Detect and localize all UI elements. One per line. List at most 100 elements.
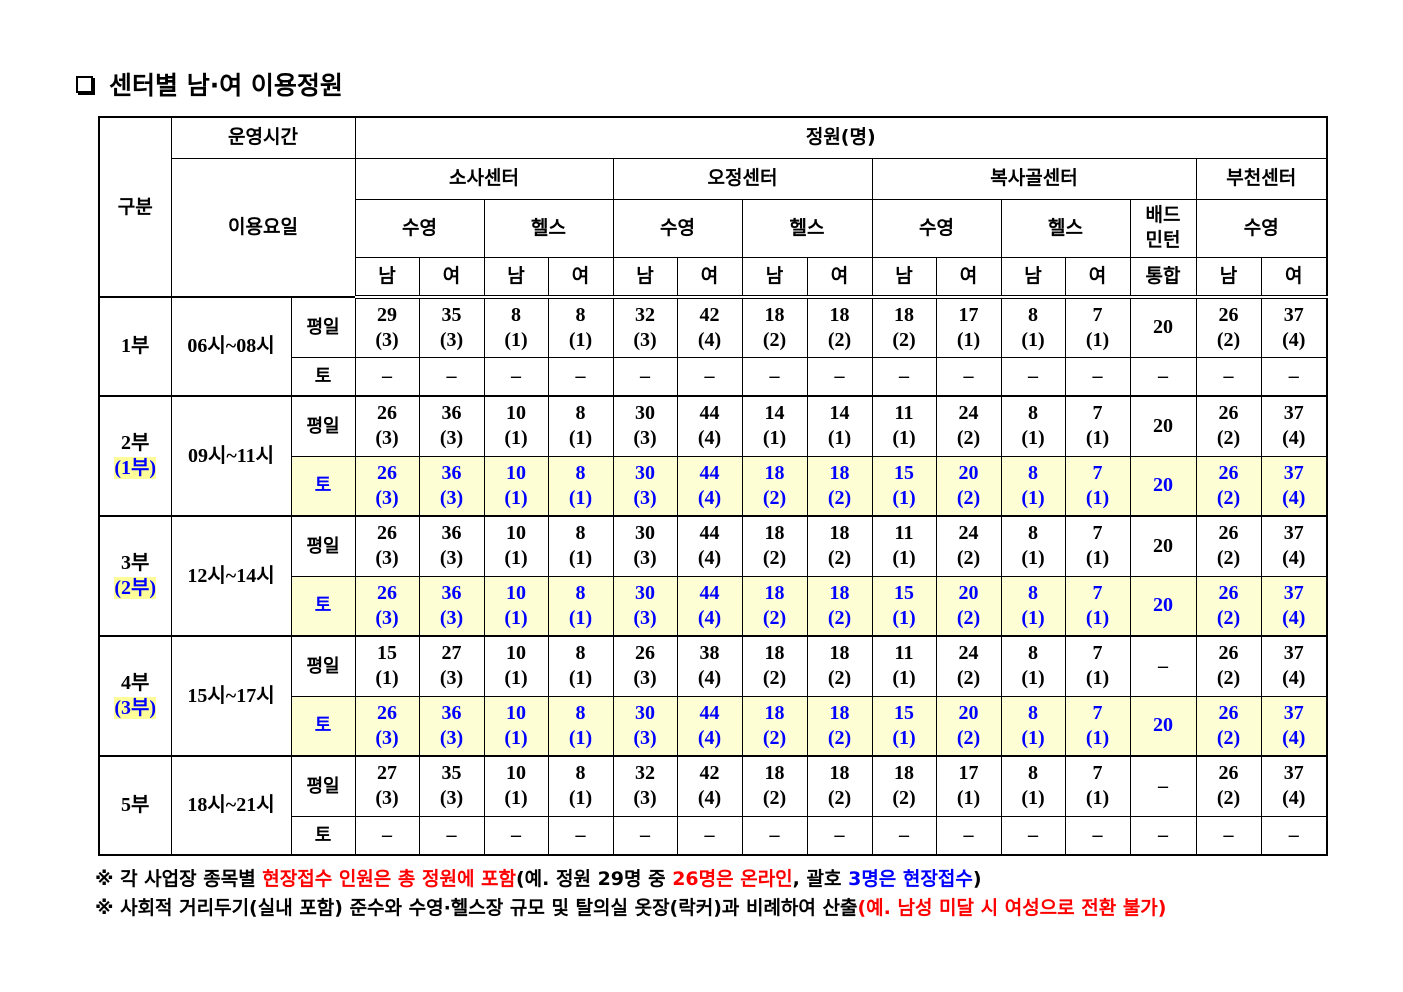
value-cell: 8 (1) [1000, 455, 1066, 517]
value-cell: 18 (2) [871, 755, 937, 817]
value-cell: – [806, 356, 873, 397]
value-cell: – [676, 815, 743, 856]
sport-header: 헬스 [741, 198, 873, 258]
value-cell: 18 (2) [741, 515, 808, 577]
value-cell: 24 (2) [935, 395, 1002, 457]
value-cell: 26 (3) [354, 455, 420, 517]
value-cell: 35 (3) [418, 755, 485, 817]
gender-header: 여 [1064, 256, 1131, 299]
day-cell: 토 [290, 695, 356, 757]
value-cell: 36 (3) [418, 695, 485, 757]
gender-header: 남 [741, 256, 808, 299]
value-cell: 20 (2) [935, 455, 1002, 517]
value-cell: 42 (4) [676, 755, 743, 817]
value-cell: – [483, 815, 549, 856]
value-cell: 7 (1) [1064, 296, 1131, 358]
day-cell: 평일 [290, 755, 356, 817]
day-cell: 평일 [290, 635, 356, 697]
value-cell: 37 (4) [1260, 455, 1328, 517]
data-row: 토 26 (3) 36 (3) 10 (1) 8 (1) 30 (3) 44 (4) 18 (… [99, 575, 1328, 637]
sport-header: 헬스 [1000, 198, 1131, 258]
value-cell: 18 (2) [806, 455, 873, 517]
value-cell: 11 (1) [871, 635, 937, 697]
value-cell: 17 (1) [935, 755, 1002, 817]
sport-header: 수영 [871, 198, 1002, 258]
session-label: 4부 [121, 672, 150, 694]
note-line: ※ 사회적 거리두기(실내 포함) 준수와 수영·헬스장 규모 및 탈의실 옷장… [95, 894, 1166, 923]
value-cell: 8 (1) [547, 455, 614, 517]
gender-header: 여 [676, 256, 743, 299]
note-text: (예. 정원 29명 중 [516, 868, 673, 890]
value-cell: 8 (1) [547, 515, 614, 577]
time-cell: 12시~14시 [170, 515, 292, 637]
value-cell: 17 (1) [935, 296, 1002, 358]
value-cell: – [676, 356, 743, 397]
value-cell: – [871, 356, 937, 397]
header-row: 구분 운영시간 정원(명) [98, 116, 1328, 298]
value-cell: – [1064, 815, 1131, 856]
value-cell: 18 (2) [741, 455, 808, 517]
data-row: 3부 (2부) 12시~14시 평일 26 (3) 36 (3) 10 (1) 8 (1) 30… [98, 515, 1328, 637]
value-cell: 18 (2) [871, 296, 937, 358]
value-cell: 37 (4) [1260, 296, 1328, 358]
gender-header: 여 [1260, 256, 1328, 299]
time-cell: 09시~11시 [170, 395, 292, 517]
note-text: ) [972, 868, 982, 890]
value-cell: 8 (1) [1000, 575, 1066, 637]
sport-header: 수영 [612, 198, 743, 258]
value-cell: – [1129, 635, 1197, 697]
value-cell: 42 (4) [676, 296, 743, 358]
value-cell: 10 (1) [483, 695, 549, 757]
value-cell: – [354, 815, 420, 856]
value-cell: 15 (1) [354, 635, 420, 697]
value-cell: 26 (2) [1195, 695, 1262, 757]
value-cell: – [1129, 815, 1197, 856]
value-cell: – [935, 815, 1002, 856]
value-cell: 8 (1) [547, 695, 614, 757]
value-cell: 15 (1) [871, 695, 937, 757]
day-cell: 평일 [290, 515, 356, 577]
value-cell: – [1129, 356, 1197, 397]
value-cell: 32 (3) [612, 296, 678, 358]
value-cell: 37 (4) [1260, 755, 1328, 817]
value-cell: 30 (3) [612, 695, 678, 757]
value-cell: 30 (3) [612, 455, 678, 517]
value-cell: 18 (2) [806, 695, 873, 757]
day-cell: 토 [290, 815, 356, 856]
data-row: 5부 18시~21시 평일 27 (3) 35 (3) 10 (1) 8 (1) 32 (3)… [98, 755, 1328, 856]
value-cell: – [871, 815, 937, 856]
session-cell: 5부 [98, 755, 172, 856]
value-cell: 8 (1) [1000, 635, 1066, 697]
value-cell: – [1000, 356, 1066, 397]
session-sub: (1부) [114, 457, 157, 479]
value-cell: 7 (1) [1064, 635, 1131, 697]
value-cell: 26 (3) [612, 635, 678, 697]
session-label: 3부 [121, 552, 150, 574]
value-cell: 10 (1) [483, 635, 549, 697]
center-header: 소사센터 [354, 157, 614, 200]
value-cell: 8 (1) [1000, 296, 1066, 358]
session-label: 1부 [121, 335, 150, 357]
gender-header: 남 [483, 256, 549, 299]
value-cell: 26 (3) [354, 395, 420, 457]
day-cell: 토 [290, 356, 356, 397]
value-cell: 8 (1) [547, 755, 614, 817]
value-cell: 18 (2) [741, 575, 808, 637]
notes: ※ 각 사업장 종목별 현장접수 인원은 총 정원에 포함(예. 정원 29명 … [95, 865, 1166, 923]
value-cell: 8 (1) [547, 296, 614, 358]
value-cell: 36 (3) [418, 515, 485, 577]
gender-header: 여 [806, 256, 873, 299]
value-cell: – [1260, 815, 1328, 856]
data-row: 1부 06시~08시 평일 29 (3) 35 (3) 8 (1) 8 (1) 32 (3) 4… [98, 296, 1328, 397]
value-cell: 37 (4) [1260, 575, 1328, 637]
value-cell: 38 (4) [676, 635, 743, 697]
center-header: 복사골센터 [871, 157, 1197, 200]
value-cell: 14 (1) [741, 395, 808, 457]
value-cell: – [418, 356, 485, 397]
value-cell: 26 (3) [354, 515, 420, 577]
value-cell: – [418, 815, 485, 856]
value-cell: 10 (1) [483, 575, 549, 637]
value-cell: 20 [1129, 515, 1197, 577]
value-cell: 26 (2) [1195, 296, 1262, 358]
value-cell: 44 (4) [676, 455, 743, 517]
